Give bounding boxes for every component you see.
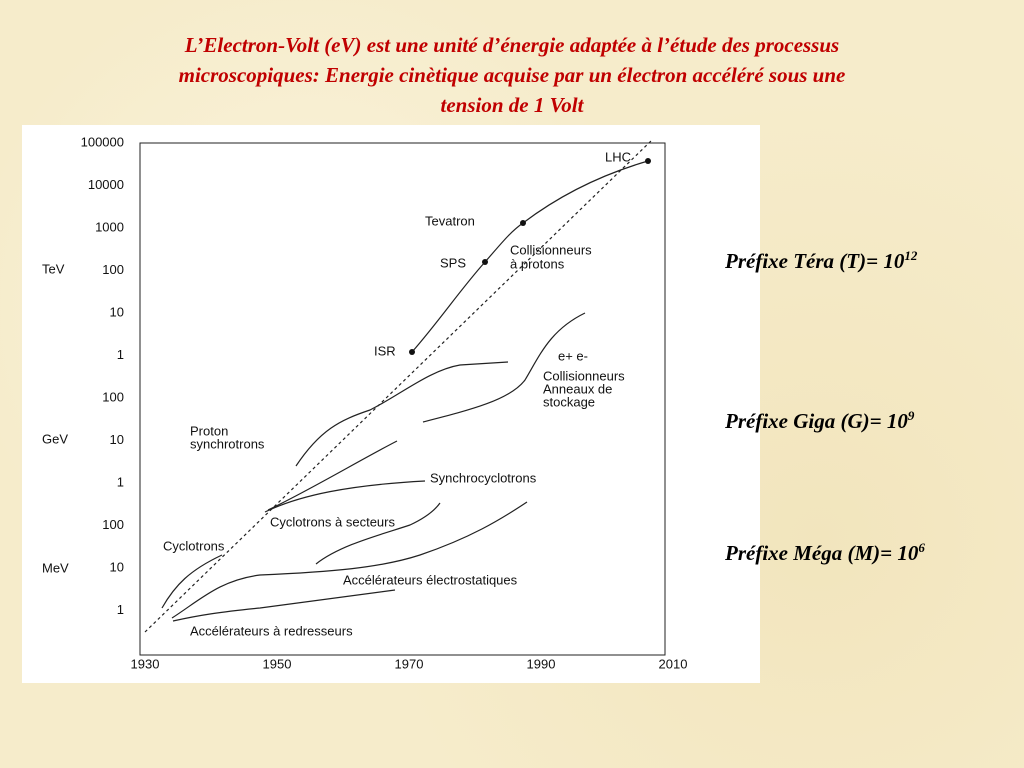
prefix-mega: Préfixe Méga (M)= 106 <box>725 540 925 565</box>
x-tick-label: 2010 <box>659 656 688 671</box>
y-tick-label: 100000 <box>81 134 124 149</box>
y-tick-label: 1 <box>117 347 124 362</box>
plot-frame <box>139 142 666 656</box>
curve-label: Tevatron <box>425 213 475 228</box>
title-line: tension de 1 Volt <box>440 93 584 117</box>
cyclotron-curve <box>161 554 223 609</box>
proton-collider-curve <box>411 160 649 353</box>
y-tick-label: 10 <box>110 559 124 574</box>
electrostatic-curve <box>171 501 528 619</box>
livingston-plot: 100000 10000 1000 100 10 1 100 10 1 100 10 1 TeV GeV M… <box>22 125 760 683</box>
y-tick-label: 100 <box>102 262 124 277</box>
x-tick-label: 1930 <box>131 656 160 671</box>
curve-label: Cyclotrons <box>163 538 225 553</box>
curve-label: Accélérateurs électrostatiques <box>343 572 518 587</box>
dot <box>645 158 651 164</box>
dots <box>409 158 651 355</box>
curve-label: Synchrocyclotrons <box>430 470 537 485</box>
sector-cyclotron-curve <box>315 502 441 565</box>
dot <box>482 259 488 265</box>
curve-label: Collisionneurs <box>510 242 592 257</box>
ee-collider-curve <box>422 312 586 423</box>
y-unit-label: MeV <box>42 560 69 575</box>
x-tick-label: 1990 <box>527 656 556 671</box>
synchrocyclotron-curve <box>264 480 426 513</box>
y-tick-label: 100 <box>102 517 124 532</box>
x-tick-label: 1950 <box>263 656 292 671</box>
curve-label: e+ e- <box>558 348 588 363</box>
title-line: L’Electron-Volt (eV) est une unité d’éne… <box>184 33 840 57</box>
curve-label: Collisionneurs <box>543 368 625 383</box>
curve-label: synchrotrons <box>190 436 265 451</box>
rectifier-curve <box>172 589 396 622</box>
y-tick-label: 10 <box>110 432 124 447</box>
curve-label: à protons <box>510 256 565 271</box>
curve-label: LHC <box>605 149 631 164</box>
curve-label: Cyclotrons à secteurs <box>270 514 395 529</box>
synchrotron-curve <box>267 440 398 511</box>
y-tick-label: 100 <box>102 389 124 404</box>
curve-label: ISR <box>374 343 396 358</box>
x-tick-label: 1970 <box>395 656 424 671</box>
curve-label: stockage <box>543 394 595 409</box>
curve-label: Accélérateurs à redresseurs <box>190 623 353 638</box>
trend-line <box>144 139 653 633</box>
chart-background <box>22 125 760 683</box>
y-tick-label: 10000 <box>88 177 124 192</box>
prefix-giga: Préfixe Giga (G)= 109 <box>725 408 915 433</box>
synchrotron-curve <box>295 361 509 467</box>
curves <box>144 139 653 633</box>
prefix-tera: Préfixe Téra (T)= 1012 <box>725 248 918 273</box>
dot <box>409 349 415 355</box>
curve-label: SPS <box>440 255 466 270</box>
title-line: microscopiques: Energie cinètique acquis… <box>178 63 846 87</box>
y-unit-label: GeV <box>42 431 68 446</box>
slide-title: L’Electron-Volt (eV) est une unité d’éne… <box>60 30 964 120</box>
y-tick-label: 10 <box>110 304 124 319</box>
y-unit-label: TeV <box>42 261 65 276</box>
y-tick-label: 1000 <box>95 219 124 234</box>
curve-label: Anneaux de <box>543 381 612 396</box>
curve-label: Proton <box>190 423 228 438</box>
y-tick-label: 1 <box>117 602 124 617</box>
dot <box>520 220 526 226</box>
y-tick-label: 1 <box>117 474 124 489</box>
